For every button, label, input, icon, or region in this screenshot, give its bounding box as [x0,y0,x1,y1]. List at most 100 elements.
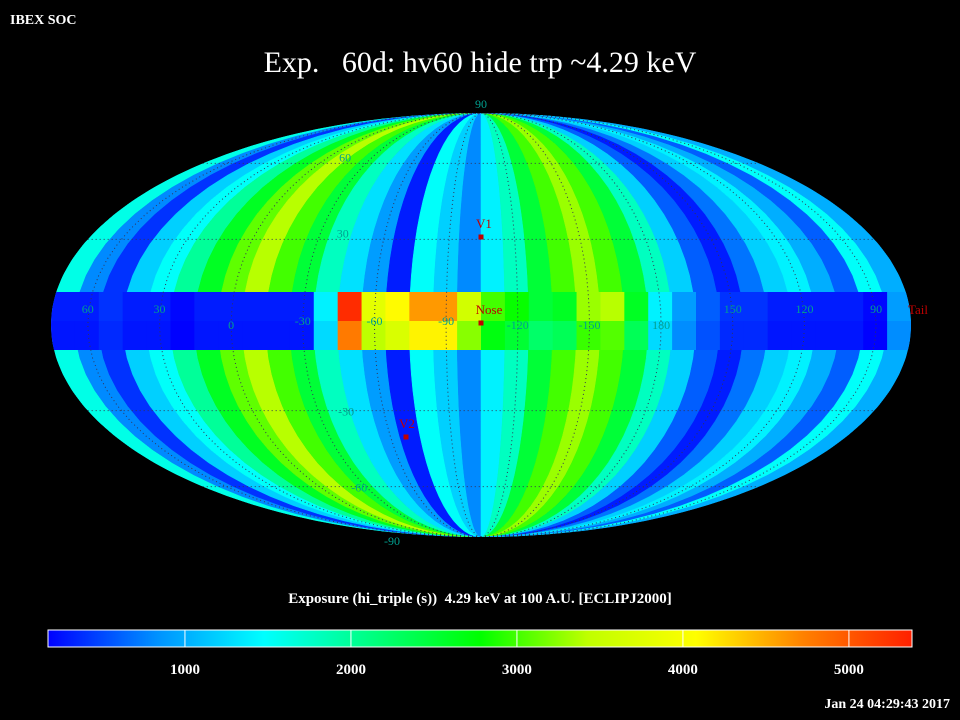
colorbar-tick-label: 4000 [668,662,698,678]
ecliptic-cell [409,321,434,350]
ecliptic-cell [122,321,148,350]
ecliptic-cell [385,292,410,321]
meridian-line [480,113,662,537]
ecliptic-cell [743,321,769,350]
ecliptic-cell [528,321,554,350]
longitude-label: 120 [795,302,813,316]
ecliptic-cell [696,292,721,321]
ecliptic-cell [385,321,410,350]
ecliptic-cell [74,292,100,321]
ecliptic-cell [194,292,219,321]
ecliptic-cell [218,292,243,321]
colorbar-tick-label: 5000 [834,662,864,678]
ecliptic-cell [122,292,148,321]
marker-label: V1 [476,216,492,231]
ecliptic-cell [767,292,793,321]
ecliptic-cell [672,321,697,350]
ecliptic-cell [791,321,816,350]
ecliptic-cell [170,292,195,321]
colorbar [47,629,913,648]
exposure-strip [480,113,911,537]
marker-label: Tail [908,302,928,317]
ecliptic-cell [839,321,864,350]
latitude-label: 60 [339,150,351,164]
latitude-label: 90 [475,97,487,111]
ecliptic-cell [481,321,506,350]
ecliptic-cell [719,321,745,350]
ecliptic-cell [887,321,911,350]
ecliptic-cell [289,292,315,321]
ecliptic-cell [839,292,864,321]
source-label: IBEX SOC [10,13,77,28]
longitude-label: 60 [82,302,94,316]
ecliptic-cell [504,321,530,350]
marker-label: V2 [399,416,415,431]
ecliptic-cell [528,292,554,321]
meridian-line [480,113,734,537]
ecliptic-cell [552,292,578,321]
map-title: Exp. 60d: hv60 hide trp ~4.29 keV [264,46,697,79]
ecliptic-cell [863,321,888,350]
ecliptic-cell [815,292,840,321]
timestamp: Jan 24 04:29:43 2017 [824,697,950,712]
ecliptic-cell [337,321,363,350]
ecliptic-cell [791,292,816,321]
longitude-label: 30 [153,302,165,316]
ecliptic-cell [409,292,434,321]
ecliptic-cell [696,321,721,350]
ecliptic-cell [600,321,625,350]
meridian-line [480,113,877,537]
marker-dot [478,234,484,240]
ecliptic-cell [313,321,339,350]
meridian-line [87,113,482,537]
map-area [51,113,911,537]
ecliptic-cell [242,292,267,321]
meridian-line [445,113,482,537]
ecliptic-cell [552,321,578,350]
ecliptic-cell [194,321,219,350]
colorbar-tick-label: 3000 [502,662,532,678]
ecliptic-cell [887,292,911,321]
ecliptic-cell [146,321,171,350]
ecliptic-cell [218,321,243,350]
ecliptic-cell [337,292,363,321]
latitude-label: -30 [338,405,354,419]
ecliptic-cell [289,321,315,350]
ecliptic-cell [51,292,76,321]
ecliptic-cell [600,292,625,321]
ecliptic-cell [361,321,386,350]
longitude-label: -30 [295,314,311,328]
ecliptic-cell [815,321,840,350]
meridian-line [158,113,482,537]
ecliptic-cell [481,292,506,321]
colorbar-tick-label: 1000 [170,662,200,678]
ecliptic-cell [51,321,76,350]
meridian-line [480,113,806,537]
longitude-label: -150 [578,318,600,332]
ecliptic-cell [624,292,649,321]
ecliptic-cell [672,292,697,321]
overlay: 90 60 30 -30 -60 -90 60 30 0 -30 -60 -90 -120 -150 180… [82,97,929,548]
ecliptic-cell [170,321,195,350]
ecliptic-cell [648,292,673,321]
ecliptic-cell [457,321,482,350]
ecliptic-cell [98,321,124,350]
ecliptic-cell [624,321,649,350]
longitude-label: -60 [366,314,382,328]
ecliptic-cell [242,321,267,350]
marker-label: Nose [476,302,503,317]
ecliptic-cell [719,292,745,321]
ecliptic-cell [433,321,458,350]
ecliptic-cell [266,292,291,321]
longitude-label: -120 [507,318,529,332]
longitude-label: 0 [228,318,234,332]
ecliptic-cell [576,321,601,350]
ecliptic-cell [98,292,124,321]
ecliptic-cell [74,321,100,350]
ecliptic-cell [767,321,793,350]
ecliptic-cell [313,292,339,321]
colorbar-title: Exposure (hi_triple (s)) 4.29 keV at 100… [288,591,672,607]
longitude-label: -90 [438,314,454,328]
